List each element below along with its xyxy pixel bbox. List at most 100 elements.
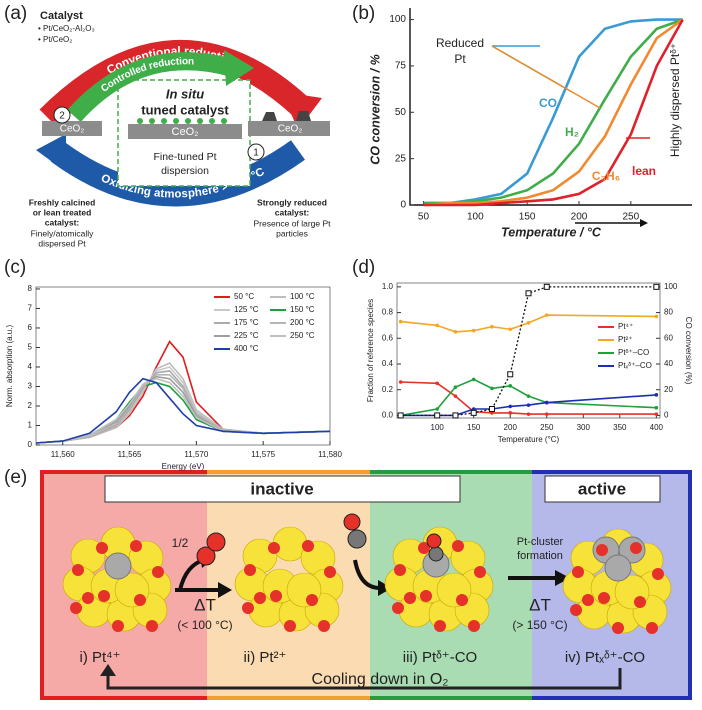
half: 1/2 xyxy=(172,536,189,550)
marker xyxy=(488,406,495,412)
o-atom xyxy=(146,620,158,632)
x-tick-label: 150 xyxy=(519,212,536,223)
plot-frame xyxy=(396,282,661,419)
label-box xyxy=(104,475,461,503)
marker xyxy=(526,403,531,407)
o-atom xyxy=(420,590,432,602)
marker xyxy=(398,380,403,384)
marker xyxy=(508,327,513,332)
marker xyxy=(453,385,458,389)
pt-atom xyxy=(604,554,632,582)
dispersion: dispersion xyxy=(161,165,209,177)
legend-label: Ptᵟ⁺–CO xyxy=(618,348,649,357)
marker xyxy=(471,377,476,382)
legend-label: 200 °C xyxy=(290,318,315,327)
marker xyxy=(508,384,513,388)
y-tick-label: 0 xyxy=(400,200,406,211)
scheme-e: inactive active 1/2 ΔT (< 100 °C) ΔT (> … xyxy=(40,470,692,700)
marker xyxy=(453,394,458,398)
y-tick-label: 100 xyxy=(389,14,406,25)
o-atom xyxy=(582,594,594,606)
support-label: CeO₂ xyxy=(172,126,199,138)
x-tick-label: 11,570 xyxy=(184,450,208,459)
panel-label: (d) xyxy=(352,257,375,278)
y2-tick-label: 80 xyxy=(664,308,673,317)
legend-label: 100 °C xyxy=(290,292,315,301)
marker xyxy=(525,290,532,297)
pt-particles xyxy=(262,111,311,121)
arrowhead xyxy=(378,580,392,596)
o-atom xyxy=(318,620,330,632)
catalyst: • Pt/CeO₂-Al₂O₃ xyxy=(38,24,95,33)
series-label: H₂ xyxy=(565,125,579,139)
note: catalyst: xyxy=(45,217,80,227)
legend-label: 50 °C xyxy=(234,292,254,301)
series-label: CO xyxy=(539,96,557,110)
catalyst-title: Catalyst xyxy=(40,10,83,22)
y-tick-label: 2 xyxy=(28,401,33,410)
delta-t: ΔT xyxy=(194,595,216,614)
x-tick-label: 150 xyxy=(467,423,481,432)
marker xyxy=(397,412,404,419)
marker xyxy=(398,319,403,324)
legend-label: 150 °C xyxy=(290,305,315,314)
annotation: Reduced xyxy=(436,36,484,50)
y-tick-label: 4 xyxy=(28,362,33,371)
o-atom xyxy=(254,592,266,604)
o-atom xyxy=(96,542,108,554)
o-atom xyxy=(82,592,94,604)
arrow xyxy=(353,559,381,590)
x-tick-label: 250 xyxy=(622,212,639,223)
c-atom xyxy=(428,546,444,562)
o-atom xyxy=(284,620,296,632)
delta-t: ΔT xyxy=(529,595,551,614)
label-box xyxy=(544,475,661,503)
o-atom xyxy=(434,620,446,632)
o-atom xyxy=(268,542,280,554)
series-label: lean xyxy=(632,164,656,178)
marker xyxy=(452,412,459,419)
in-situ: In situ xyxy=(166,86,204,101)
state: ii) Pt²⁺ xyxy=(244,649,287,666)
o-atom xyxy=(130,540,142,552)
step-circle xyxy=(247,143,265,161)
o-atom xyxy=(652,568,664,580)
y-axis-label: CO conversion / % xyxy=(368,54,382,164)
panel-label: (b) xyxy=(352,3,375,24)
o-atom xyxy=(596,544,608,556)
x-tick-label: 100 xyxy=(467,212,484,223)
dispersion: Fine-tuned Pt xyxy=(153,151,216,163)
border xyxy=(532,470,692,700)
marker xyxy=(490,324,494,329)
border xyxy=(40,470,207,700)
o-atom xyxy=(302,540,314,552)
o-atom xyxy=(152,566,164,578)
legend-label: 225 °C xyxy=(234,331,259,340)
o-atom xyxy=(242,602,254,614)
o-atom xyxy=(634,596,646,608)
marker xyxy=(653,283,660,290)
series-label: C₃H₆ xyxy=(592,169,620,183)
support xyxy=(128,124,242,139)
cluster-note: formation xyxy=(517,550,563,562)
arrowhead xyxy=(36,134,66,172)
y-tick-label: 7 xyxy=(28,304,33,313)
note: catalyst: xyxy=(275,207,310,217)
pt-atom xyxy=(104,552,132,580)
x-tick-label: 11,575 xyxy=(251,450,275,459)
scheme-a: Catalyst • Pt/CeO₂-Al₂O₃ • Pt/CeO₂ Conve… xyxy=(29,10,331,248)
panel-label: (c) xyxy=(4,257,26,278)
legend-label: Pt⁴⁺ xyxy=(618,322,633,331)
note: Freshly calcined xyxy=(29,197,96,207)
support-label: CeO₂ xyxy=(278,124,303,135)
plot-frame xyxy=(35,286,331,446)
y2-tick-label: 0 xyxy=(664,411,669,420)
state: iii) Ptᵟ⁺-CO xyxy=(403,649,477,666)
y-tick-label: 0.0 xyxy=(382,411,394,420)
y-tick-label: 0.2 xyxy=(382,385,394,394)
arrowhead xyxy=(640,219,648,227)
panel-label: (e) xyxy=(4,467,27,488)
o-atom xyxy=(134,594,146,606)
